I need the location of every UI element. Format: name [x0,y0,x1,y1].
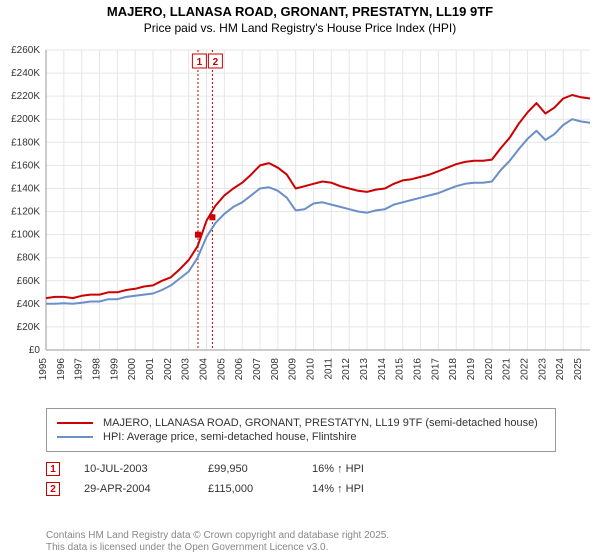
svg-text:2008: 2008 [270,358,281,381]
svg-text:£180K: £180K [11,137,40,148]
chart-svg: £0 £20K £40K £60K £80K £100K £120K £140K £160K £1… [0,42,600,402]
chart-title: MAJERO, LLANASA ROAD, GRONANT, PRESTATYN… [0,4,600,19]
event-price: £99,950 [208,463,288,475]
legend-label: HPI: Average price, semi-detached house,… [103,431,357,443]
footer-line: Contains HM Land Registry data © Crown c… [46,530,566,542]
svg-text:£60K: £60K [17,276,41,287]
event-row: 2 29-APR-2004 £115,000 14% ↑ HPI [46,482,566,496]
svg-text:1: 1 [197,57,203,68]
svg-text:2009: 2009 [288,358,299,381]
event-marker-icon: 2 [46,482,60,496]
svg-text:2014: 2014 [377,358,388,381]
svg-text:2012: 2012 [341,358,352,381]
svg-text:1998: 1998 [92,358,103,381]
svg-text:2: 2 [213,57,219,68]
svg-text:2025: 2025 [573,358,584,381]
event-date: 10-JUL-2003 [84,463,184,475]
svg-text:£240K: £240K [11,68,40,79]
svg-text:£260K: £260K [11,45,40,56]
svg-text:2005: 2005 [216,358,227,381]
svg-text:2004: 2004 [199,358,210,381]
svg-text:2017: 2017 [430,358,441,381]
svg-text:2021: 2021 [502,358,513,381]
legend-label: MAJERO, LLANASA ROAD, GRONANT, PRESTATYN… [103,417,538,429]
footer: Contains HM Land Registry data © Crown c… [46,530,566,554]
event-marker-icon: 1 [46,462,60,476]
svg-text:2013: 2013 [359,358,370,381]
svg-text:2023: 2023 [537,358,548,381]
svg-text:1996: 1996 [56,358,67,381]
legend-item: MAJERO, LLANASA ROAD, GRONANT, PRESTATYN… [57,417,545,429]
svg-text:1999: 1999 [109,358,120,381]
svg-text:£220K: £220K [11,91,40,102]
svg-text:£140K: £140K [11,183,40,194]
svg-text:2015: 2015 [395,358,406,381]
svg-text:£160K: £160K [11,160,40,171]
chart-container: MAJERO, LLANASA ROAD, GRONANT, PRESTATYN… [0,0,600,560]
chart-plot: £0 £20K £40K £60K £80K £100K £120K £140K £160K £1… [0,42,600,402]
svg-text:£120K: £120K [11,207,40,218]
events-table: 1 10-JUL-2003 £99,950 16% ↑ HPI 2 29-APR… [46,456,566,502]
event-row: 1 10-JUL-2003 £99,950 16% ↑ HPI [46,462,566,476]
svg-text:2003: 2003 [181,358,192,381]
svg-text:£40K: £40K [17,299,41,310]
title-block: MAJERO, LLANASA ROAD, GRONANT, PRESTATYN… [0,0,600,35]
svg-text:2020: 2020 [484,358,495,381]
event-price: £115,000 [208,483,288,495]
svg-text:2006: 2006 [234,358,245,381]
svg-text:2024: 2024 [555,358,566,381]
chart-subtitle: Price paid vs. HM Land Registry's House … [0,21,600,35]
legend: MAJERO, LLANASA ROAD, GRONANT, PRESTATYN… [46,408,556,452]
svg-text:2011: 2011 [323,358,334,380]
footer-line: This data is licensed under the Open Gov… [46,542,566,554]
event-delta: 16% ↑ HPI [312,463,364,475]
svg-text:1997: 1997 [74,358,85,381]
svg-text:£0: £0 [29,345,41,356]
svg-text:1995: 1995 [38,358,49,381]
event-date: 29-APR-2004 [84,483,184,495]
svg-text:2022: 2022 [520,358,531,381]
svg-text:2007: 2007 [252,358,263,381]
legend-swatch [57,422,93,424]
svg-text:2001: 2001 [145,358,156,381]
svg-text:£80K: £80K [17,253,41,264]
svg-text:2002: 2002 [163,358,174,381]
svg-text:2000: 2000 [127,358,138,381]
event-delta: 14% ↑ HPI [312,483,364,495]
svg-text:£100K: £100K [11,230,40,241]
svg-text:2019: 2019 [466,358,477,381]
svg-text:2018: 2018 [448,358,459,381]
svg-text:2016: 2016 [413,358,424,381]
legend-swatch [57,436,93,438]
svg-text:2010: 2010 [306,358,317,381]
svg-text:£20K: £20K [17,322,41,333]
svg-text:£200K: £200K [11,114,40,125]
legend-item: HPI: Average price, semi-detached house,… [57,431,545,443]
